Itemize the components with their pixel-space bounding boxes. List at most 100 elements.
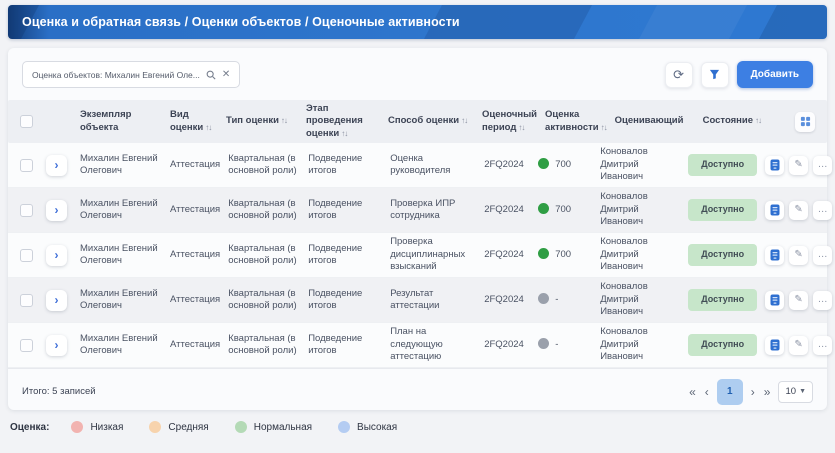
cell-kind: Аттестация	[170, 293, 221, 305]
search-filter-chip[interactable]: Оценка объектов: Михалин Евгений Оле... …	[22, 61, 241, 88]
legend-dot	[338, 421, 351, 433]
cell-object: Михалин Евгений Олегович	[80, 242, 158, 266]
more-actions-button[interactable]: …	[813, 290, 833, 310]
cell-period: 2FQ2024	[484, 203, 524, 215]
sort-icon[interactable]: ↑↓	[755, 116, 762, 126]
column-header-method[interactable]: Способ оценки ↑↓	[388, 115, 482, 127]
cell-activity: -	[538, 338, 600, 351]
pagination: « ‹ 1 › » 10 ▼	[688, 378, 813, 405]
more-actions-button[interactable]: …	[813, 335, 833, 355]
legend-dot	[234, 421, 247, 433]
activity-score-value: 700	[555, 159, 572, 171]
activity-score-dot	[538, 338, 550, 350]
legend-item-label: Высокая	[357, 421, 398, 433]
column-settings-button[interactable]	[795, 111, 815, 132]
activity-score-dot	[538, 248, 550, 260]
cell-type: Квартальная (в основной роли)	[228, 332, 297, 356]
select-all-checkbox[interactable]	[20, 115, 33, 128]
sort-icon[interactable]: ↑↓	[280, 116, 288, 126]
column-header-stage[interactable]: Этап проведения оценки ↑↓	[306, 103, 388, 140]
more-actions-button[interactable]: …	[813, 200, 833, 220]
more-actions-button[interactable]: …	[813, 245, 833, 265]
cell-method: Проверка дисциплинарных взысканий	[390, 236, 466, 273]
ellipsis-icon: …	[817, 204, 828, 215]
edit-button[interactable]: ✎	[789, 200, 809, 220]
ellipsis-icon: …	[817, 159, 828, 170]
cell-type: Квартальная (в основной роли)	[228, 152, 297, 176]
sort-icon[interactable]: ↑↓	[600, 122, 608, 132]
cell-assessor: Коновалов Дмитрий Иванович	[600, 146, 648, 183]
column-header-state[interactable]: Состояние ↑↓	[703, 115, 777, 127]
page-size-select[interactable]: 10 ▼	[778, 380, 813, 403]
open-card-button[interactable]	[765, 290, 785, 310]
refresh-button[interactable]: ⟳	[664, 61, 693, 88]
column-header-type[interactable]: Тип оценки ↑↓	[226, 115, 306, 127]
status-badge: Доступно	[688, 289, 758, 311]
table-row: › Михалин Евгений Олегович Аттестация Кварт…	[8, 278, 833, 323]
first-page-button[interactable]: «	[689, 384, 696, 399]
sort-icon[interactable]: ↑↓	[461, 116, 468, 126]
cell-state: Доступно	[688, 289, 765, 311]
sort-icon[interactable]: ↑↓	[518, 122, 525, 132]
last-page-button[interactable]: »	[763, 384, 771, 399]
cell-state: Доступно	[688, 334, 765, 356]
row-checkbox[interactable]	[20, 293, 33, 307]
more-actions-button[interactable]: …	[813, 155, 833, 175]
cell-activity: 700	[538, 248, 600, 261]
expand-row-button[interactable]: ›	[46, 289, 67, 311]
edit-button[interactable]: ✎	[789, 335, 809, 355]
cell-method: Оценка руководителя	[390, 152, 451, 176]
column-header-period[interactable]: Оценочный период ↑↓	[482, 109, 545, 134]
row-expand-cell: ›	[46, 334, 80, 356]
sort-icon[interactable]: ↑↓	[341, 128, 348, 138]
open-card-button[interactable]	[765, 245, 785, 265]
sort-icon[interactable]: ↑↓	[205, 122, 212, 132]
cell-type: Квартальная (в основной роли)	[228, 287, 297, 311]
ellipsis-icon: …	[817, 249, 828, 260]
cell-period: 2FQ2024	[484, 248, 524, 260]
filter-button[interactable]	[700, 61, 729, 88]
pencil-icon: ✎	[794, 294, 803, 305]
expand-row-button[interactable]: ›	[46, 244, 67, 266]
clear-filter-icon[interactable]: ✕	[221, 68, 231, 80]
row-checkbox[interactable]	[20, 203, 33, 217]
cell-period: 2FQ2024	[484, 338, 524, 350]
chevron-right-icon: ›	[54, 203, 59, 217]
content-card: Оценка объектов: Михалин Евгений Оле... …	[8, 48, 833, 410]
expand-row-button[interactable]: ›	[46, 199, 67, 221]
row-checkbox[interactable]	[20, 248, 33, 262]
edit-button[interactable]: ✎	[789, 245, 809, 265]
cell-method: Проверка ИПР сотрудника	[390, 197, 456, 221]
table-row: › Михалин Евгений Олегович Аттестация Кварт…	[8, 323, 833, 368]
search-chip-label: Оценка объектов: Михалин Евгений Оле...	[32, 69, 200, 80]
table-row: › Михалин Евгений Олегович Аттестация Кварт…	[8, 143, 833, 188]
cell-state: Доступно	[688, 154, 765, 176]
cell-type: Квартальная (в основной роли)	[228, 197, 297, 221]
chevron-right-icon: ›	[54, 158, 59, 172]
add-button[interactable]: Добавить	[736, 61, 813, 88]
legend-label: Оценка:	[10, 421, 50, 433]
row-checkbox[interactable]	[20, 338, 33, 352]
page-number-button[interactable]: 1	[716, 378, 743, 405]
card-icon	[770, 204, 780, 216]
row-actions: ✎…	[765, 155, 833, 175]
prev-page-button[interactable]: ‹	[704, 384, 709, 399]
row-checkbox[interactable]	[20, 158, 33, 172]
chevron-down-icon: ▼	[799, 388, 806, 395]
legend-item: Высокая	[338, 421, 397, 433]
column-header-activity[interactable]: Оценка активности ↑↓	[545, 109, 615, 134]
expand-row-button[interactable]: ›	[46, 334, 67, 356]
cell-kind: Аттестация	[170, 338, 221, 350]
open-card-button[interactable]	[765, 155, 785, 175]
expand-row-button[interactable]: ›	[46, 154, 67, 176]
cell-method: Результат аттестации	[390, 287, 440, 311]
open-card-button[interactable]	[765, 335, 785, 355]
edit-button[interactable]: ✎	[789, 155, 809, 175]
cell-period: 2FQ2024	[484, 158, 524, 170]
column-header-label: Экземпляр объекта	[80, 109, 132, 133]
next-page-button[interactable]: ›	[750, 384, 755, 399]
row-expand-cell: ›	[46, 199, 80, 221]
column-header-kind[interactable]: Вид оценки ↑↓	[170, 109, 226, 134]
edit-button[interactable]: ✎	[789, 290, 809, 310]
open-card-button[interactable]	[765, 200, 785, 220]
